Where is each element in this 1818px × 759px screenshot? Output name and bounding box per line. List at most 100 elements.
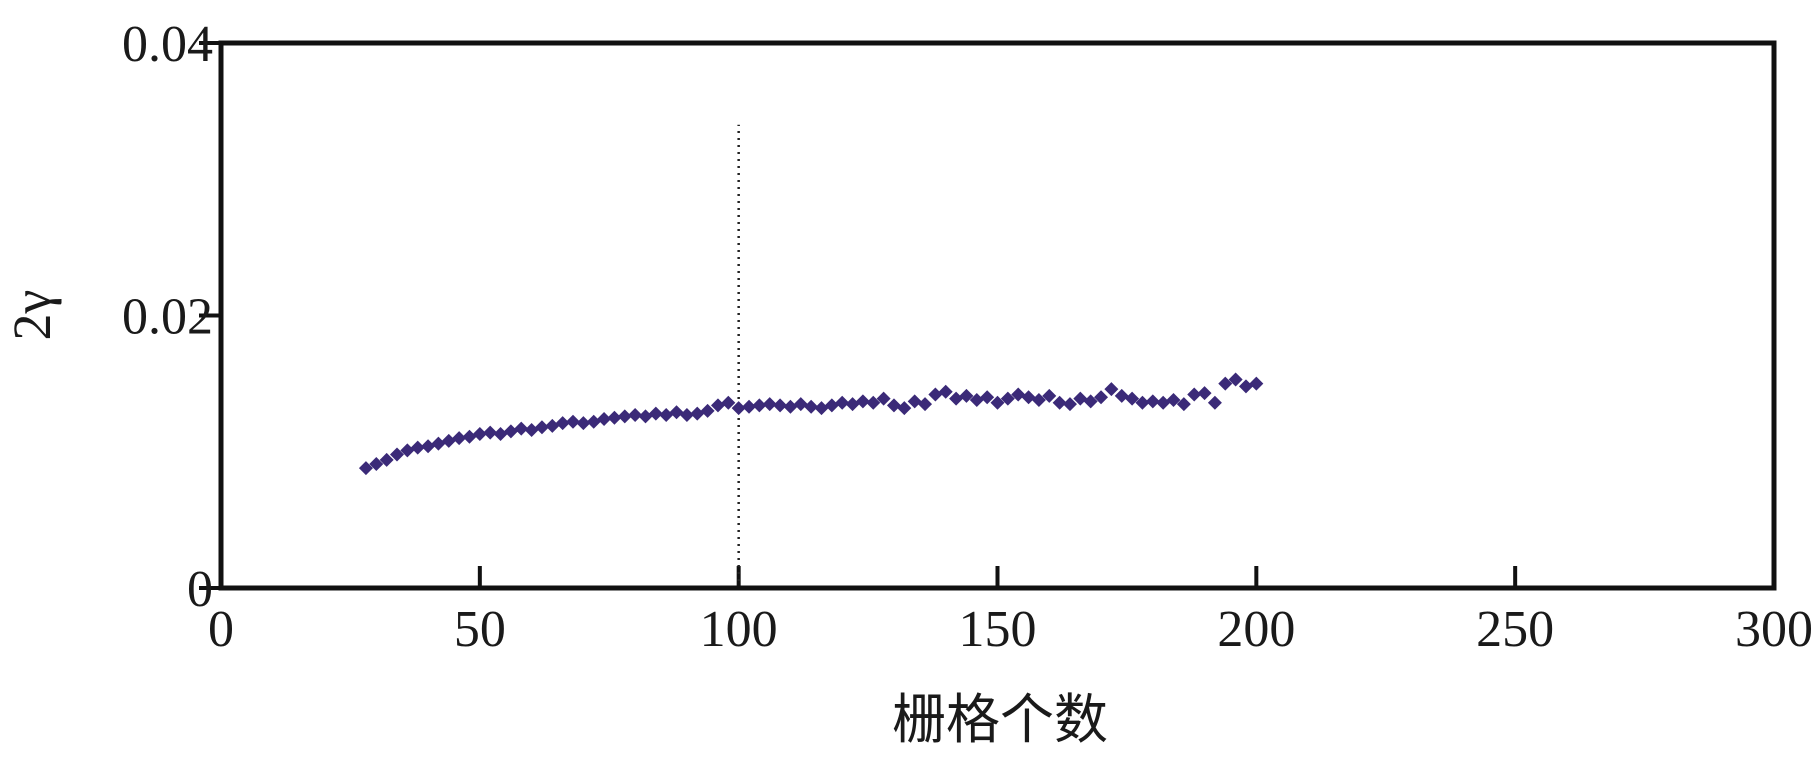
point xyxy=(586,414,601,429)
point xyxy=(1042,388,1057,403)
point xyxy=(938,384,953,399)
plot-frame xyxy=(218,40,1777,591)
point xyxy=(835,395,850,410)
point xyxy=(1094,390,1109,405)
point xyxy=(804,399,819,414)
point xyxy=(597,412,612,427)
point xyxy=(1156,395,1171,410)
point xyxy=(483,425,498,440)
x-tick-label: 50 xyxy=(454,601,506,658)
point xyxy=(390,447,405,462)
point xyxy=(1000,391,1015,406)
point xyxy=(990,395,1005,410)
point xyxy=(918,397,933,412)
point xyxy=(773,398,788,413)
point xyxy=(855,394,870,409)
point xyxy=(721,395,736,410)
x-tick-label: 100 xyxy=(700,601,778,658)
x-tick-label: 150 xyxy=(959,601,1037,658)
point xyxy=(669,405,684,420)
point xyxy=(358,461,373,476)
point xyxy=(576,416,591,431)
x-tick-label: 0 xyxy=(208,601,234,658)
point xyxy=(845,397,860,412)
point xyxy=(762,397,777,412)
point xyxy=(1176,397,1191,412)
point xyxy=(949,391,964,406)
point xyxy=(1145,394,1160,409)
point xyxy=(897,401,912,416)
point xyxy=(534,420,549,435)
point xyxy=(369,457,384,472)
point xyxy=(783,399,798,414)
point xyxy=(1207,395,1222,410)
point xyxy=(700,403,715,418)
x-axis-title: 栅格个数 xyxy=(892,690,1108,750)
point xyxy=(379,452,394,467)
point xyxy=(1135,395,1150,410)
point xyxy=(472,427,487,442)
point xyxy=(1073,391,1088,406)
point xyxy=(1125,391,1140,406)
point xyxy=(742,399,757,414)
point xyxy=(876,391,891,406)
point xyxy=(410,440,425,455)
x-tick-label: 200 xyxy=(1217,601,1295,658)
point xyxy=(866,395,881,410)
point xyxy=(462,429,477,444)
point xyxy=(1011,387,1026,402)
point xyxy=(814,401,829,416)
point xyxy=(441,433,456,448)
point xyxy=(980,390,995,405)
y-tick-label: 0.02 xyxy=(122,289,213,346)
y-tick-label: 0 xyxy=(187,561,213,618)
y-axis-title: 2γ xyxy=(2,290,62,341)
point xyxy=(431,436,446,451)
point xyxy=(503,424,518,439)
point xyxy=(1031,392,1046,407)
point xyxy=(493,427,508,442)
point xyxy=(421,439,436,454)
point xyxy=(555,416,570,431)
point xyxy=(959,388,974,403)
point xyxy=(1166,392,1181,407)
y-tick-label: 0.04 xyxy=(122,16,213,73)
point xyxy=(969,392,984,407)
point xyxy=(907,394,922,409)
point xyxy=(1104,382,1119,397)
point xyxy=(514,421,529,436)
x-tick-label: 250 xyxy=(1476,601,1554,658)
point xyxy=(1228,372,1243,387)
point xyxy=(638,409,653,424)
point xyxy=(1197,386,1212,401)
point xyxy=(452,431,467,446)
point xyxy=(524,422,539,437)
point xyxy=(710,398,725,413)
point xyxy=(1238,379,1253,394)
point xyxy=(545,418,560,433)
point xyxy=(824,398,839,413)
point xyxy=(928,387,943,402)
point xyxy=(1187,387,1202,402)
point xyxy=(1083,394,1098,409)
point xyxy=(1218,376,1233,391)
point xyxy=(1249,376,1264,391)
point xyxy=(1021,390,1036,405)
point xyxy=(400,443,415,458)
point xyxy=(617,409,632,424)
point xyxy=(752,398,767,413)
point xyxy=(679,407,694,422)
point xyxy=(607,410,622,425)
point xyxy=(628,407,643,422)
point xyxy=(1114,388,1129,403)
point xyxy=(1052,395,1067,410)
point xyxy=(886,398,901,413)
point xyxy=(648,406,663,421)
point xyxy=(731,401,746,416)
point xyxy=(690,406,705,421)
point xyxy=(793,397,808,412)
point xyxy=(659,407,674,422)
point xyxy=(566,414,581,429)
